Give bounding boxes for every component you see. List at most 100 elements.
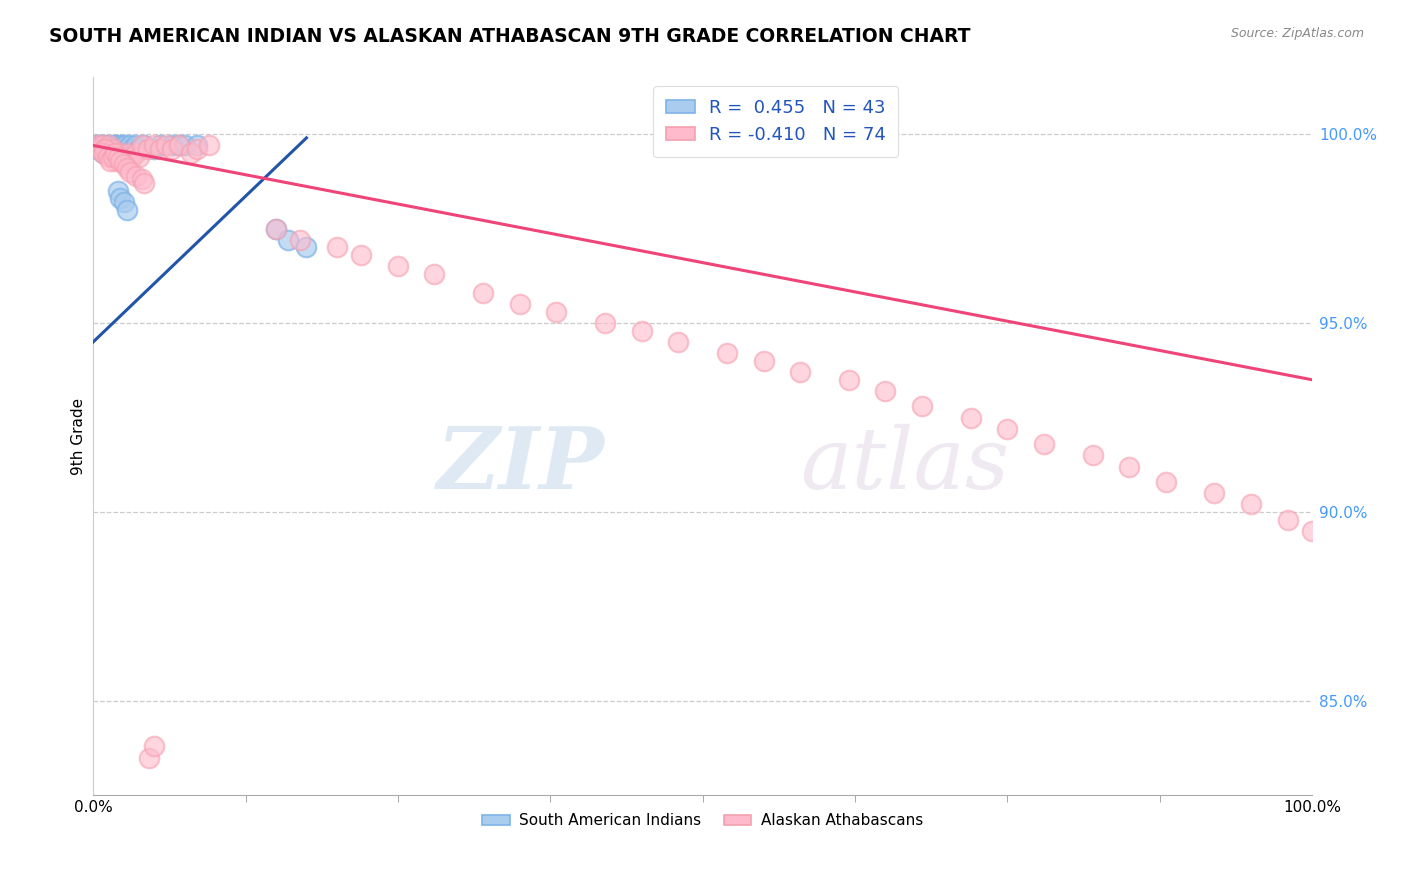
Point bbox=[89, 142, 111, 156]
Point bbox=[1301, 524, 1323, 538]
Point bbox=[752, 354, 775, 368]
Point bbox=[101, 138, 124, 153]
Point bbox=[128, 150, 150, 164]
Point bbox=[593, 316, 616, 330]
Point bbox=[995, 422, 1018, 436]
Point bbox=[326, 240, 349, 254]
Point bbox=[121, 142, 143, 156]
Point bbox=[93, 142, 115, 156]
Point bbox=[107, 150, 129, 164]
Point bbox=[1277, 512, 1299, 526]
Point bbox=[91, 146, 114, 161]
Point bbox=[423, 267, 446, 281]
Point bbox=[111, 138, 134, 153]
Point bbox=[121, 150, 143, 164]
Point bbox=[107, 142, 129, 156]
Point bbox=[1154, 475, 1177, 489]
Point bbox=[86, 138, 108, 153]
Point bbox=[108, 153, 131, 168]
Point bbox=[118, 153, 141, 168]
Point bbox=[509, 297, 531, 311]
Point bbox=[134, 176, 156, 190]
Point bbox=[630, 324, 652, 338]
Text: atlas: atlas bbox=[800, 424, 1010, 507]
Point bbox=[94, 142, 117, 156]
Point bbox=[98, 153, 121, 168]
Point bbox=[112, 195, 135, 210]
Point bbox=[1240, 498, 1263, 512]
Point bbox=[149, 138, 172, 153]
Point bbox=[98, 146, 121, 161]
Point bbox=[104, 153, 127, 168]
Point bbox=[96, 146, 118, 161]
Point bbox=[118, 138, 141, 153]
Point bbox=[350, 248, 373, 262]
Point bbox=[264, 221, 287, 235]
Text: ZIP: ZIP bbox=[437, 424, 605, 507]
Point bbox=[875, 384, 897, 398]
Point bbox=[118, 165, 141, 179]
Point bbox=[125, 169, 148, 183]
Point bbox=[90, 138, 112, 153]
Point bbox=[198, 138, 221, 153]
Point bbox=[1118, 459, 1140, 474]
Point bbox=[96, 146, 118, 161]
Point bbox=[100, 142, 122, 156]
Point bbox=[97, 142, 120, 156]
Point bbox=[111, 153, 134, 168]
Point bbox=[131, 172, 153, 186]
Point bbox=[89, 138, 111, 153]
Point bbox=[89, 142, 111, 156]
Point bbox=[98, 138, 121, 153]
Point bbox=[125, 138, 148, 153]
Y-axis label: 9th Grade: 9th Grade bbox=[72, 398, 86, 475]
Point bbox=[472, 285, 495, 300]
Point bbox=[138, 750, 160, 764]
Point bbox=[149, 142, 172, 156]
Point bbox=[546, 304, 568, 318]
Point bbox=[789, 365, 811, 379]
Point bbox=[143, 739, 166, 754]
Point bbox=[1204, 486, 1226, 500]
Point bbox=[104, 146, 127, 161]
Point bbox=[125, 146, 148, 161]
Point bbox=[180, 146, 202, 161]
Point bbox=[162, 138, 184, 153]
Point bbox=[93, 142, 115, 156]
Point bbox=[959, 410, 981, 425]
Point bbox=[97, 150, 120, 164]
Point bbox=[117, 161, 139, 175]
Point bbox=[117, 202, 139, 217]
Point bbox=[91, 146, 114, 161]
Point bbox=[87, 142, 110, 156]
Point bbox=[97, 142, 120, 156]
Point bbox=[117, 146, 139, 161]
Point bbox=[100, 146, 122, 161]
Point bbox=[1081, 448, 1104, 462]
Point bbox=[290, 233, 312, 247]
Point bbox=[155, 138, 177, 153]
Point bbox=[105, 138, 128, 153]
Point bbox=[107, 146, 129, 161]
Legend: South American Indians, Alaskan Athabascans: South American Indians, Alaskan Athabasc… bbox=[477, 807, 929, 834]
Point bbox=[173, 138, 195, 153]
Point bbox=[143, 142, 166, 156]
Point bbox=[112, 157, 135, 171]
Point bbox=[107, 184, 129, 198]
Point bbox=[108, 146, 131, 161]
Point bbox=[134, 138, 156, 153]
Point bbox=[108, 150, 131, 164]
Text: SOUTH AMERICAN INDIAN VS ALASKAN ATHABASCAN 9TH GRADE CORRELATION CHART: SOUTH AMERICAN INDIAN VS ALASKAN ATHABAS… bbox=[49, 27, 970, 45]
Point bbox=[131, 138, 153, 153]
Point bbox=[186, 138, 208, 153]
Point bbox=[103, 146, 125, 161]
Point bbox=[107, 138, 129, 153]
Point bbox=[167, 138, 190, 153]
Point bbox=[838, 373, 860, 387]
Point bbox=[98, 138, 121, 153]
Point bbox=[136, 142, 159, 156]
Point bbox=[86, 138, 108, 153]
Point bbox=[105, 150, 128, 164]
Point bbox=[186, 142, 208, 156]
Point bbox=[117, 142, 139, 156]
